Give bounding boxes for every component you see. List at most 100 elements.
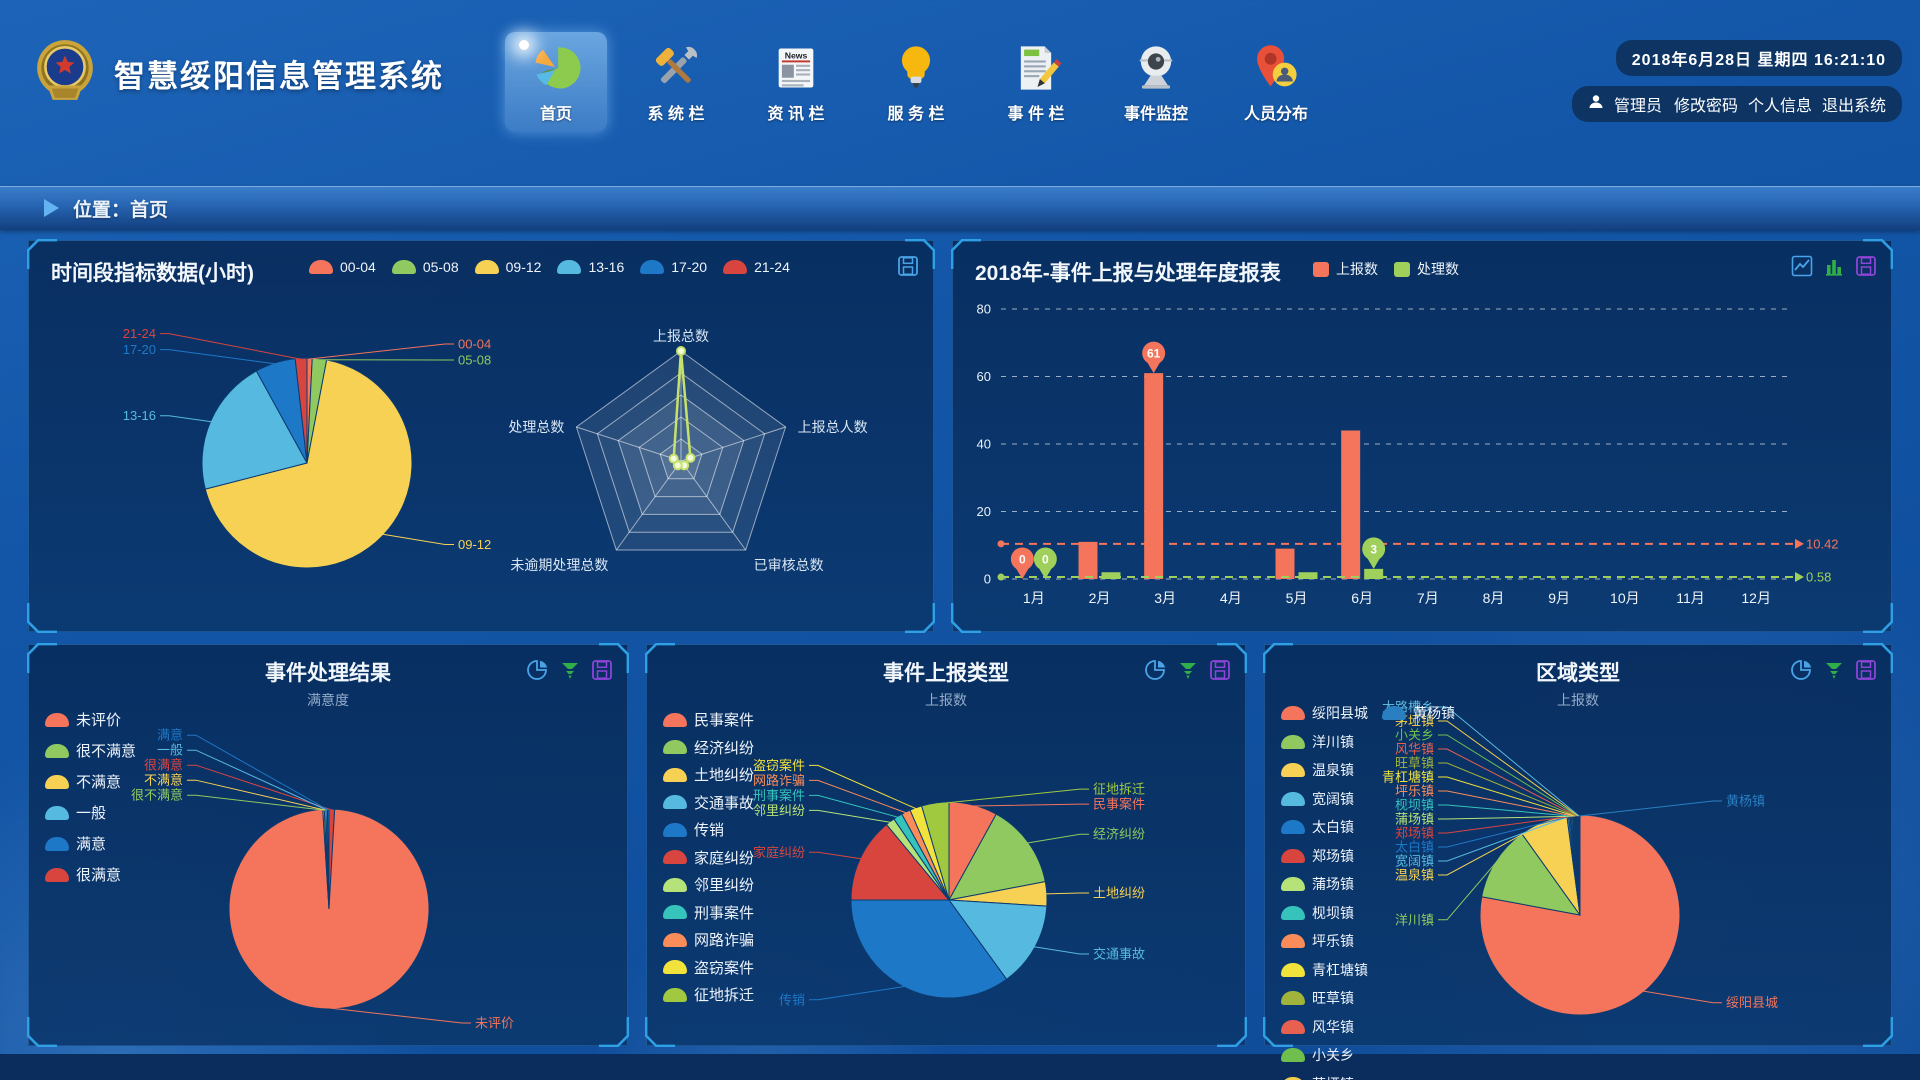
legend-item[interactable]: 家庭纠纷: [663, 847, 754, 868]
legend-item[interactable]: 未评价: [45, 709, 136, 730]
nav-item-service[interactable]: 服 务 栏: [865, 32, 967, 132]
pie-slice[interactable]: [850, 899, 1008, 999]
pie-slice[interactable]: [294, 357, 308, 464]
nav-item-label: 系 统 栏: [647, 106, 705, 123]
legend-item[interactable]: 旺草镇: [1281, 988, 1368, 1008]
legend-item[interactable]: 绥阳县城: [1281, 703, 1368, 723]
logout-link[interactable]: 退出系统: [1821, 98, 1886, 115]
pie-chart-icon[interactable]: [527, 659, 549, 681]
bar[interactable]: [1078, 541, 1098, 579]
save-icon[interactable]: [1209, 659, 1231, 681]
legend-item[interactable]: 土地纠纷: [663, 764, 754, 785]
nav-item-news[interactable]: News 资 讯 栏: [745, 32, 847, 132]
pie-slice[interactable]: [1578, 814, 1581, 916]
legend-item[interactable]: 风华镇: [1281, 1017, 1368, 1037]
save-icon[interactable]: [1855, 659, 1877, 681]
legend-item[interactable]: 交通事故: [663, 792, 754, 813]
pie-chart-icon[interactable]: [1791, 659, 1813, 681]
pie-label-line: [1438, 776, 1576, 817]
legend-item[interactable]: 蒲场镇: [1281, 874, 1368, 894]
home-pie-icon: [511, 42, 601, 94]
bar[interactable]: [1298, 572, 1318, 579]
profile-link[interactable]: 个人信息: [1747, 98, 1812, 115]
pie-slice[interactable]: [921, 801, 950, 901]
legend-label: 00-04: [340, 259, 376, 275]
bar[interactable]: [1275, 548, 1295, 579]
legend-marker: [1281, 1076, 1305, 1080]
legend-item[interactable]: 黄杨镇: [1382, 703, 1455, 723]
legend-item[interactable]: 征地拆迁: [663, 984, 754, 1005]
bar[interactable]: [1101, 572, 1121, 579]
legend-item[interactable]: 13-16: [557, 259, 624, 275]
legend-marker: [663, 740, 687, 754]
funnel-icon[interactable]: [1823, 659, 1845, 681]
legend-item[interactable]: 太白镇: [1281, 817, 1368, 837]
legend-item[interactable]: 00-04: [309, 259, 376, 275]
legend-item[interactable]: 不满意: [45, 771, 136, 792]
legend-item[interactable]: 满意: [45, 833, 136, 854]
pie-slice[interactable]: [204, 359, 413, 569]
legend-item[interactable]: 一般: [45, 802, 136, 823]
legend-marker: [45, 867, 69, 882]
pie-chart-icon[interactable]: [1145, 659, 1167, 681]
legend-item[interactable]: 邻里纠纷: [663, 874, 754, 895]
pie-label-line: [935, 788, 1089, 805]
legend-item[interactable]: 郑场镇: [1281, 846, 1368, 866]
legend-item[interactable]: 宽阔镇: [1281, 789, 1368, 809]
line-chart-icon[interactable]: [1791, 255, 1813, 277]
bar[interactable]: [1144, 373, 1164, 579]
legend-item[interactable]: 温泉镇: [1281, 760, 1368, 780]
save-icon[interactable]: [591, 659, 613, 681]
panel-subtitle: 满意度: [307, 692, 349, 708]
change-password-link[interactable]: 修改密码: [1673, 98, 1738, 115]
legend-item[interactable]: 洋川镇: [1281, 732, 1368, 752]
legend-item[interactable]: 上报数: [1313, 259, 1378, 279]
legend-item[interactable]: 很不满意: [45, 740, 136, 761]
save-icon[interactable]: [1855, 255, 1877, 277]
legend-marker: [663, 960, 687, 974]
legend-item[interactable]: 刑事案件: [663, 902, 754, 923]
bar-chart-icon[interactable]: [1823, 255, 1845, 277]
satisfy-legend: 未评价很不满意不满意一般满意很满意: [45, 709, 136, 885]
legend-item[interactable]: 网路诈骗: [663, 929, 754, 950]
nav-item-events[interactable]: 事 件 栏: [985, 32, 1087, 132]
legend-marker: [45, 712, 69, 727]
legend-item[interactable]: 枧坝镇: [1281, 903, 1368, 923]
nav-item-home[interactable]: 首页: [505, 32, 607, 132]
nav-item-event-monitor[interactable]: 事件监控: [1105, 32, 1207, 132]
legend-item[interactable]: 经济纠纷: [663, 737, 754, 758]
nav-item-system[interactable]: 系 统 栏: [625, 32, 727, 132]
pie-label: 00-04: [458, 337, 491, 352]
pie-label-line: [809, 851, 862, 860]
pie-slice[interactable]: [228, 808, 430, 1010]
legend-item[interactable]: 青杠塘镇: [1281, 960, 1368, 980]
funnel-icon[interactable]: [1177, 659, 1199, 681]
funnel-icon[interactable]: [559, 659, 581, 681]
bar[interactable]: [1341, 430, 1361, 580]
pie-label-line: [973, 803, 1089, 807]
legend-item[interactable]: 茅垭镇: [1281, 1074, 1368, 1080]
legend-item[interactable]: 处理数: [1394, 259, 1459, 279]
user-name[interactable]: 管理员: [1613, 98, 1662, 115]
legend-item[interactable]: 小关乡: [1281, 1045, 1368, 1065]
save-icon[interactable]: [897, 255, 919, 277]
pie-label-line: [160, 333, 302, 360]
pie-label-line: [1643, 990, 1722, 1004]
legend-item[interactable]: 21-24: [723, 259, 790, 275]
pie-label-line: [1027, 833, 1089, 844]
average-line-arrow: [1795, 572, 1804, 583]
nav-item-people-distribution[interactable]: 人员分布: [1225, 32, 1327, 132]
legend-item[interactable]: 民事案件: [663, 709, 754, 730]
legend-item[interactable]: 坪乐镇: [1281, 931, 1368, 951]
legend-item[interactable]: 传销: [663, 819, 754, 840]
legend-item[interactable]: 很满意: [45, 864, 136, 885]
bar[interactable]: [1364, 568, 1384, 579]
legend-marker: [1281, 734, 1305, 749]
legend-item[interactable]: 盗窃案件: [663, 957, 754, 978]
legend-item[interactable]: 05-08: [391, 259, 459, 275]
legend-item[interactable]: 17-20: [640, 259, 707, 275]
panel-title: 2018年-事件上报与处理年度报表: [975, 262, 1281, 285]
legend-marker: [1281, 1019, 1305, 1034]
legend-item[interactable]: 09-12: [474, 259, 541, 275]
x-tick-label: 12月: [1741, 590, 1771, 606]
